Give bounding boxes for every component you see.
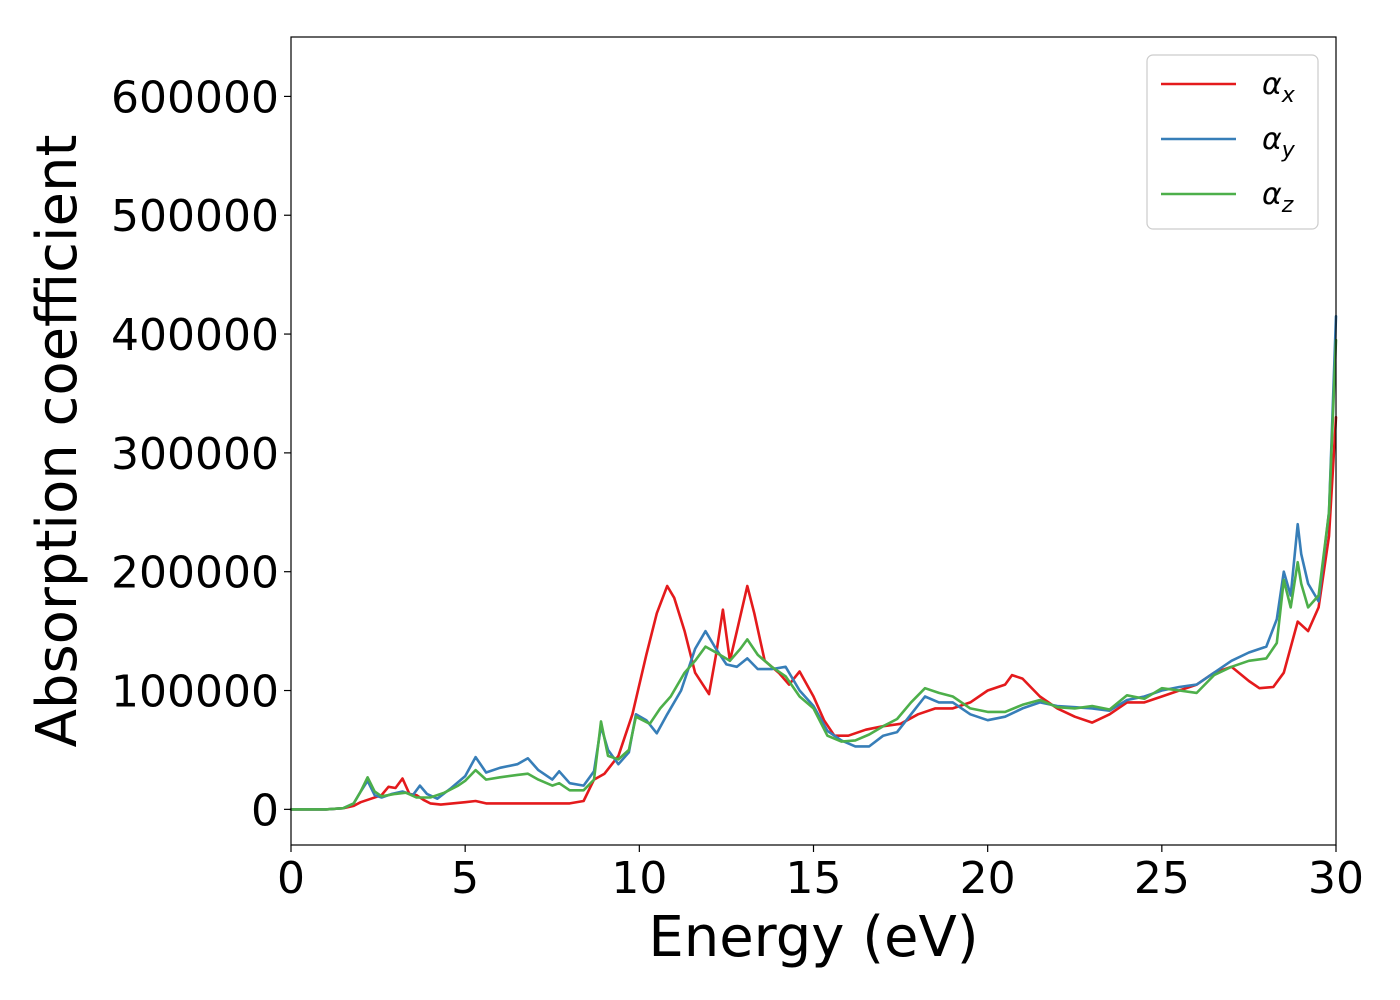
y-tick-label: 200000: [111, 548, 279, 599]
y-tick-label: 500000: [111, 191, 279, 242]
legend-label-y: αy: [1262, 122, 1296, 163]
y-tick-label: 0: [251, 785, 279, 836]
legend-box: [1146, 54, 1319, 230]
y-tick-label: 600000: [111, 72, 279, 123]
x-tick-label: 30: [1308, 853, 1364, 904]
legend-label-z: αz: [1262, 177, 1294, 218]
x-tick-label: 15: [786, 853, 842, 904]
y-axis-ticks: 0 100000 200000 300000 400000 500000 600000: [111, 72, 291, 836]
x-tick-label: 5: [451, 853, 479, 904]
x-axis-ticks: 0 5 10 15 20 25 30: [277, 845, 1364, 904]
x-tick-label: 10: [611, 853, 667, 904]
legend-items: αx αy αz: [1161, 67, 1296, 218]
legend: αx αy αz: [1146, 54, 1319, 230]
x-axis-title: Energy (eV): [648, 905, 978, 970]
x-tick-label: 25: [1134, 853, 1190, 904]
y-tick-label: 300000: [111, 429, 279, 480]
legend-label-x: αx: [1262, 67, 1296, 108]
x-tick-label: 20: [960, 853, 1016, 904]
series-layer: [289, 314, 1338, 811]
y-axis-title: Absorption coefficient: [25, 135, 90, 748]
x-tick-label: 0: [277, 853, 305, 904]
y-tick-label: 400000: [111, 310, 279, 361]
series-line-z: [289, 338, 1338, 811]
y-tick-label: 100000: [111, 667, 279, 718]
